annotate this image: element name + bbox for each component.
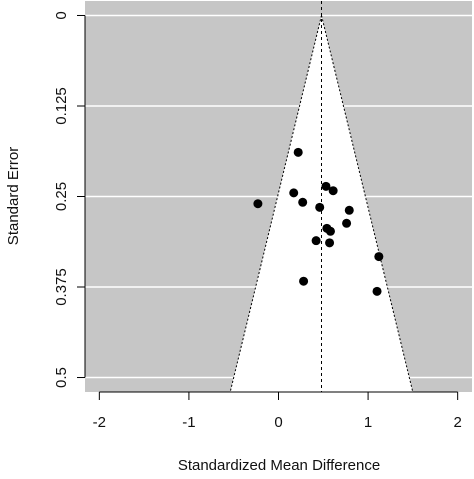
point — [321, 181, 331, 191]
point — [325, 226, 335, 236]
point — [374, 252, 384, 262]
x-axis-label: Standardized Mean Difference — [178, 457, 380, 474]
y-tick-label: 0.25 — [53, 182, 70, 211]
x-tick-label: 1 — [364, 414, 372, 431]
point — [253, 199, 263, 209]
point — [325, 238, 335, 248]
x-tick-label: 0 — [274, 414, 282, 431]
x-tick-label: -2 — [93, 414, 106, 431]
point — [311, 236, 321, 246]
point — [289, 188, 299, 198]
funnel-edge — [321, 15, 414, 393]
point — [299, 276, 309, 286]
y-tick-label: 0.125 — [53, 87, 70, 125]
point — [342, 218, 352, 228]
point — [293, 147, 303, 157]
point — [372, 286, 382, 296]
point — [298, 197, 308, 207]
y-axis-label: Standard Error — [5, 147, 22, 245]
x-tick-label: 2 — [453, 414, 461, 431]
y-tick-label: 0.5 — [53, 367, 70, 388]
y-tick-label: 0 — [53, 11, 70, 19]
y-tick-label: 0.375 — [53, 268, 70, 306]
x-tick-label: -1 — [182, 414, 195, 431]
point — [328, 186, 338, 196]
point — [315, 202, 325, 212]
funnel-edge — [229, 15, 322, 393]
point — [344, 205, 354, 215]
